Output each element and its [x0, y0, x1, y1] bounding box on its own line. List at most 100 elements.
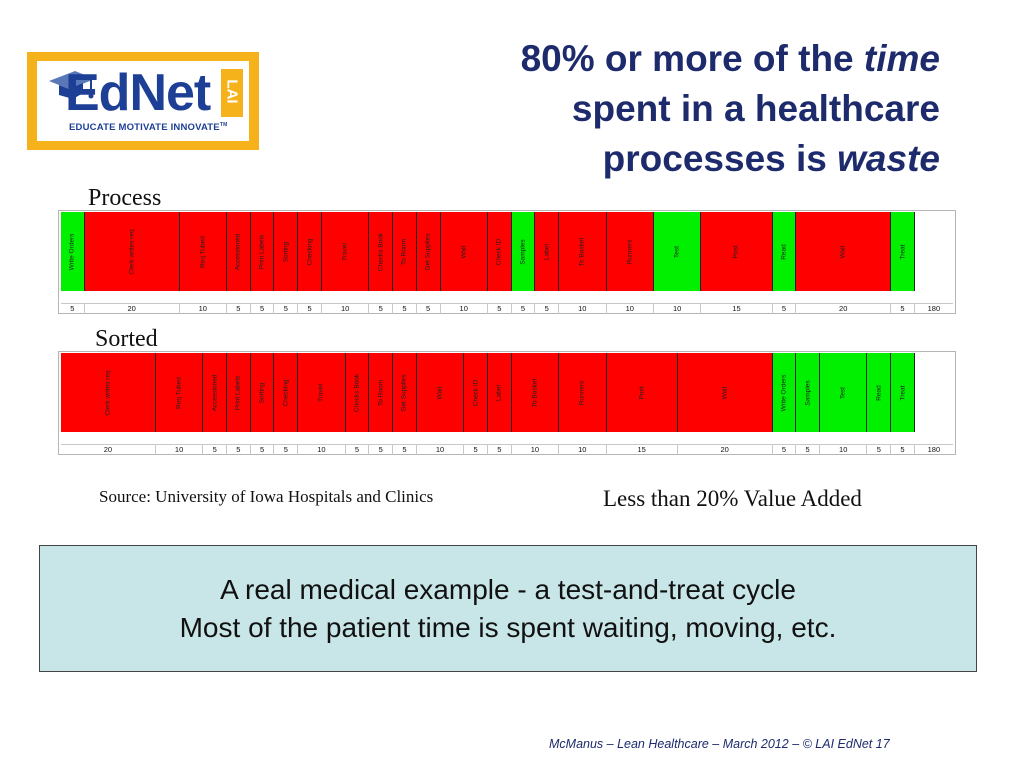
step-time-value: 10 [298, 445, 346, 455]
step-time-value: 5 [393, 304, 417, 314]
step-time-value: 5 [512, 304, 536, 314]
step-label: To Room [377, 379, 385, 406]
step-label: Wait [460, 245, 468, 258]
step-label: Print Labels [258, 234, 266, 269]
step-time-value: 5 [488, 445, 512, 455]
step-time-value: 5 [227, 445, 251, 455]
step-label: Runners [578, 380, 586, 405]
sorted-step-bar: Post [606, 353, 678, 432]
step-time-value: 5 [251, 445, 275, 455]
step-time-value: 5 [251, 304, 275, 314]
callout-box: A real medical example - a test-and-trea… [39, 545, 977, 672]
process-step-bar: Wait [440, 212, 488, 291]
sorted-step-bar: Treat [891, 353, 915, 432]
step-label: Test [839, 386, 847, 399]
step-time-value: 10 [441, 304, 488, 314]
step-time-value: 5 [891, 304, 915, 314]
step-label: Checks Book [353, 373, 361, 412]
sorted-step-bar: Test [820, 353, 868, 432]
process-step-bar: Sorting [274, 212, 299, 291]
sorted-step-bar: Travel [298, 353, 346, 432]
step-label: Runners [626, 239, 634, 264]
step-label: Samples [804, 379, 812, 406]
sorted-values: 20 10 5 5 5 5 10 5 5 5 10 5 5 10 10 15 20 5 5 10 5 5 180 [61, 444, 953, 455]
step-label: Check ID [472, 379, 480, 406]
sorted-step-bar: To Room [369, 353, 394, 432]
process-bars: Write Orders Clerk writes req Req Tubed Acc… [61, 212, 953, 291]
step-label: Wait [436, 386, 444, 399]
logo-lai-text: LAI [223, 79, 241, 104]
step-time-value: 20 [85, 304, 180, 314]
title-emphasis-time: time [863, 38, 940, 79]
process-step-bar: Get Supplies [416, 212, 441, 291]
step-time-value: 10 [417, 445, 465, 455]
process-step-bar: Wait [796, 212, 892, 291]
step-time-value: 10 [820, 445, 868, 455]
logo-trademark: TM [219, 122, 228, 128]
step-time-value: 10 [559, 445, 607, 455]
step-label: Sorting [258, 382, 266, 403]
sorted-step-bar: Samples [796, 353, 820, 432]
logo-wordmark: EdNet [65, 64, 211, 122]
step-label: Clerk writes req [104, 369, 112, 416]
process-step-bar: Accessioned [227, 212, 251, 291]
step-label: Post [732, 244, 740, 259]
step-time-value: 5 [867, 445, 892, 455]
step-time-value: 10 [559, 304, 607, 314]
step-label: Req Tubed [199, 235, 207, 268]
step-label: Checking [282, 378, 290, 407]
step-label: Label [495, 384, 503, 401]
step-time-value: 5 [891, 445, 915, 455]
step-time-value: 20 [796, 304, 892, 314]
process-step-bar: Travel [321, 212, 370, 291]
title-line-2: spent in a healthcare [571, 88, 940, 129]
step-label: Wait [839, 245, 847, 258]
sorted-step-bar: Sorting [250, 353, 275, 432]
sorted-label: Sorted [95, 326, 158, 352]
step-label: Print Labels [234, 375, 242, 410]
process-step-bar: Samples [511, 212, 536, 291]
step-label: Checks Book [377, 232, 385, 271]
process-step-bar: To Room [393, 212, 417, 291]
process-step-bar: Test [653, 212, 702, 291]
step-time-value: 20 [61, 445, 156, 455]
process-step-bar: Req Tubed [179, 212, 228, 291]
process-step-bar: Read [772, 212, 797, 291]
process-values: 5 20 10 5 5 5 5 10 5 5 5 10 5 5 5 10 10 10 15 5 20 5 180 [61, 303, 953, 314]
step-time-value: 5 [298, 304, 322, 314]
step-time-value: 15 [701, 304, 773, 314]
step-time-value: 10 [607, 304, 654, 314]
step-time-value: 10 [156, 445, 204, 455]
process-step-bar: Post [701, 212, 773, 291]
slide-footer: McManus – Lean Healthcare – March 2012 –… [549, 737, 890, 751]
sorted-step-bar: Get Supplies [393, 353, 417, 432]
sorted-step-bar: Check ID [464, 353, 488, 432]
logo-tagline-text: EDUCATE MOTIVATE INNOVATE [69, 122, 220, 133]
sorted-step-bar: Write Orders [772, 353, 797, 432]
process-step-bar: Checking [298, 212, 322, 291]
step-label: Test [673, 245, 681, 258]
step-time-value: 5 [369, 445, 394, 455]
callout-line-2: Most of the patient time is spent waitin… [179, 612, 837, 643]
total-time-value: 180 [927, 445, 941, 454]
sorted-bars: Clerk writes req Req Tubed Accessioned Prin… [61, 353, 953, 432]
source-note: Source: University of Iowa Hospitals and… [99, 487, 434, 506]
process-step-bar: Checks Book [369, 212, 394, 291]
step-time-value: 5 [61, 304, 85, 314]
sorted-step-bar: To Basket [511, 353, 560, 432]
title-line-1: 80% or more of the time [340, 34, 940, 84]
value-added-summary: Less than 20% Value Added [603, 486, 862, 511]
process-step-bar: Print Labels [250, 212, 275, 291]
step-time-value: 5 [393, 445, 417, 455]
step-label: Clerk writes req [128, 228, 136, 275]
step-label: Wait [721, 386, 729, 399]
step-time-value: 15 [607, 445, 678, 455]
callout-line-1: A real medical example - a test-and-trea… [220, 574, 796, 605]
step-label: To Basket [578, 237, 586, 266]
step-time-value: 5 [203, 445, 228, 455]
step-label: Accessioned [234, 233, 242, 270]
sorted-step-bar: Req Tubed [155, 353, 204, 432]
step-label: Samples [519, 238, 527, 265]
step-time-value: 10 [180, 304, 228, 314]
step-label: Treat [899, 385, 907, 400]
